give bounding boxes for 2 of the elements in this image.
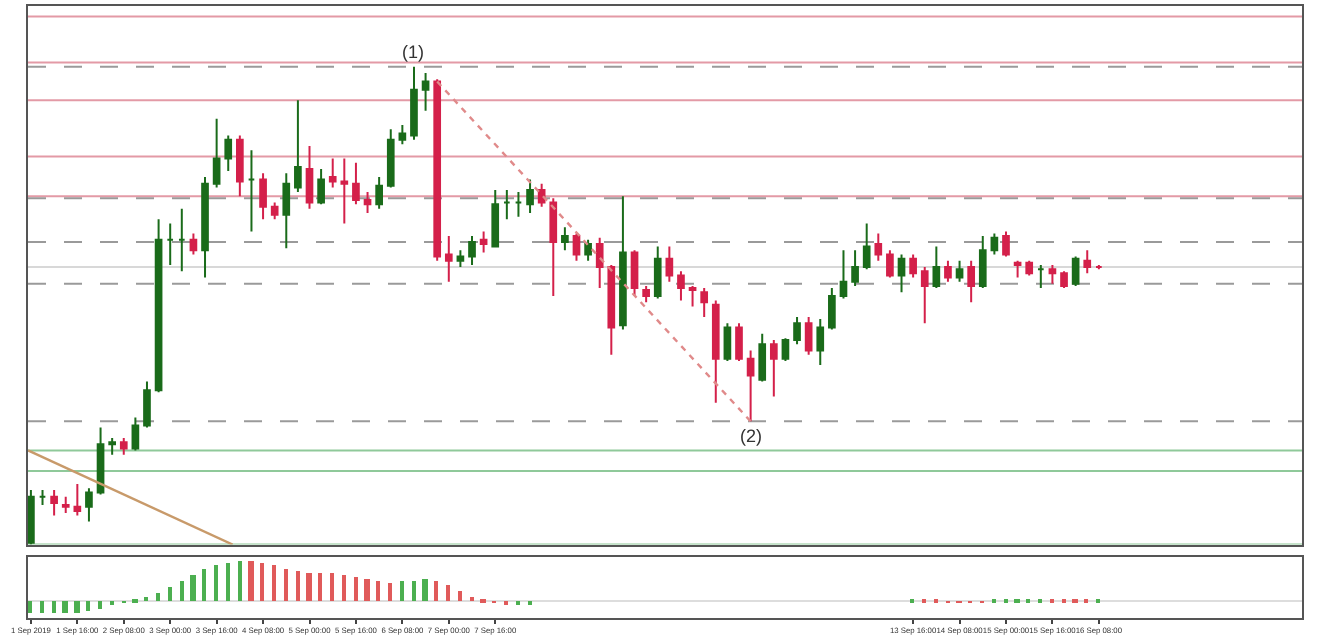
annotation: (1) <box>402 42 424 62</box>
annotation: (2) <box>740 426 762 446</box>
